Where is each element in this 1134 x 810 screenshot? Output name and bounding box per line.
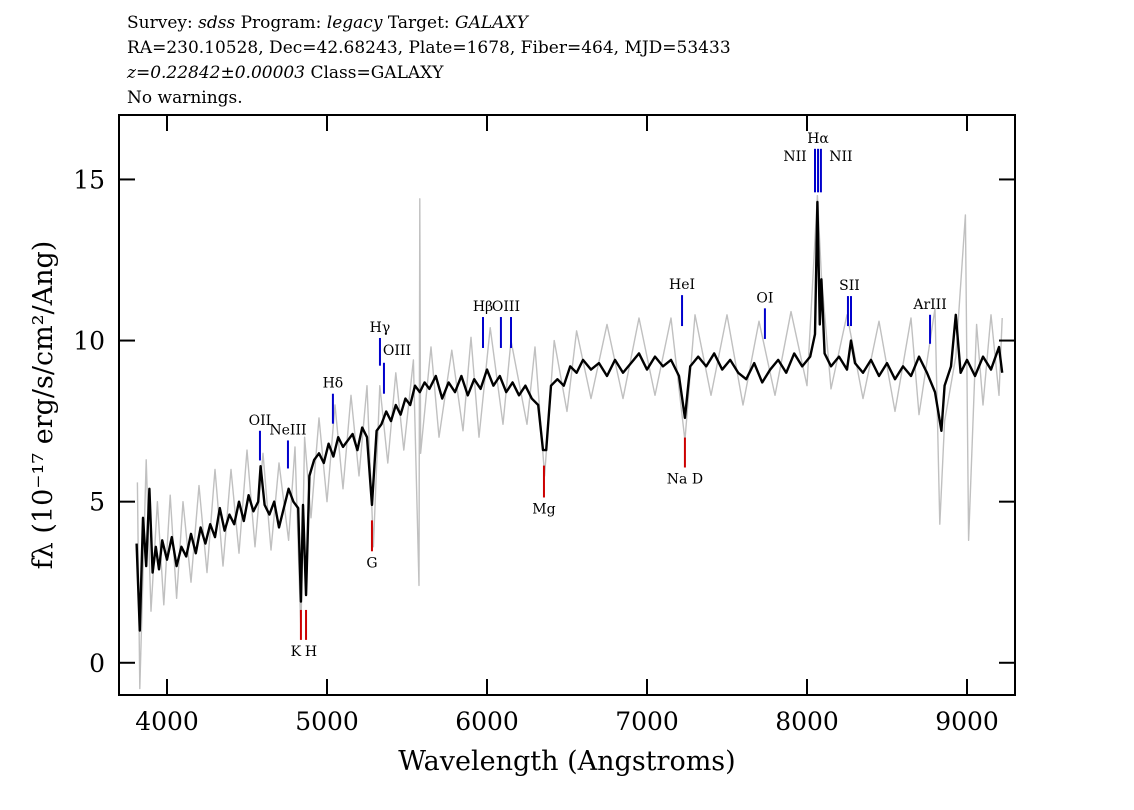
x-tick-label: 6000: [455, 707, 519, 736]
header-text: GALAXY: [455, 13, 530, 33]
spectral-line-label: HeI: [669, 277, 695, 293]
x-tick-label: 7000: [615, 707, 679, 736]
spectral-line-label: H: [305, 644, 317, 660]
spectral-line-label: Hα: [807, 131, 829, 147]
header-line-4: No warnings.: [127, 88, 243, 108]
spectral-line-label: ArIII: [912, 297, 946, 313]
header-text: Target:: [388, 13, 450, 33]
x-axis-label: Wavelength (Angstroms): [398, 746, 735, 777]
spectral-line-label: Hδ: [323, 376, 344, 392]
plot-frame: [118, 114, 1016, 696]
header-text: z=0.22842±0.00003: [126, 63, 305, 83]
y-tick-label: 10: [73, 327, 105, 356]
spectrum-line: [135, 200, 1004, 632]
header-line-2: RA=230.10528, Dec=42.68243, Plate=1678, …: [127, 38, 731, 58]
spectral-line-label: NII: [829, 149, 852, 165]
x-tick-label: 9000: [935, 707, 999, 736]
spectral-line-label: OIII: [383, 343, 411, 359]
y-axis-label: fλ (10⁻¹⁷ erg/s/cm²/Ang): [28, 241, 59, 570]
spectral-line-label: OII: [249, 413, 272, 429]
header-text: Class=GALAXY: [310, 63, 444, 83]
y-tick-label: 0: [89, 649, 105, 678]
spectral-line-label: SII: [839, 278, 860, 294]
spectral-line-label: K: [291, 644, 302, 660]
spectral-line-label: NeIII: [269, 422, 306, 438]
spectral-line-label: OIII: [492, 299, 520, 315]
x-tick-label: 8000: [775, 707, 839, 736]
header-text: Program:: [241, 13, 322, 33]
x-tick-label: 4000: [135, 707, 199, 736]
spectrum-line: [136, 194, 1003, 690]
y-tick-label: 15: [73, 165, 105, 194]
header-line-3: z=0.22842±0.00003 Class=GALAXY: [126, 63, 444, 83]
spectral-line-label: NII: [783, 149, 806, 165]
header-text: sdss: [198, 13, 235, 33]
header-text: Survey:: [127, 13, 193, 33]
spectral-line-label: G: [366, 555, 377, 571]
spectral-line-label: Mg: [532, 501, 555, 517]
spectral-line-label: Hβ: [473, 299, 493, 315]
y-tick-label: 5: [89, 488, 105, 517]
header-text: legacy: [327, 13, 383, 33]
spectral-line-label: Hγ: [370, 320, 391, 336]
spectral-line-label: Na D: [667, 472, 703, 488]
spectral-line-label: OI: [756, 290, 773, 306]
header-line-1: Survey: sdss Program: legacy Target: GAL…: [127, 13, 530, 33]
x-tick-label: 5000: [295, 707, 359, 736]
